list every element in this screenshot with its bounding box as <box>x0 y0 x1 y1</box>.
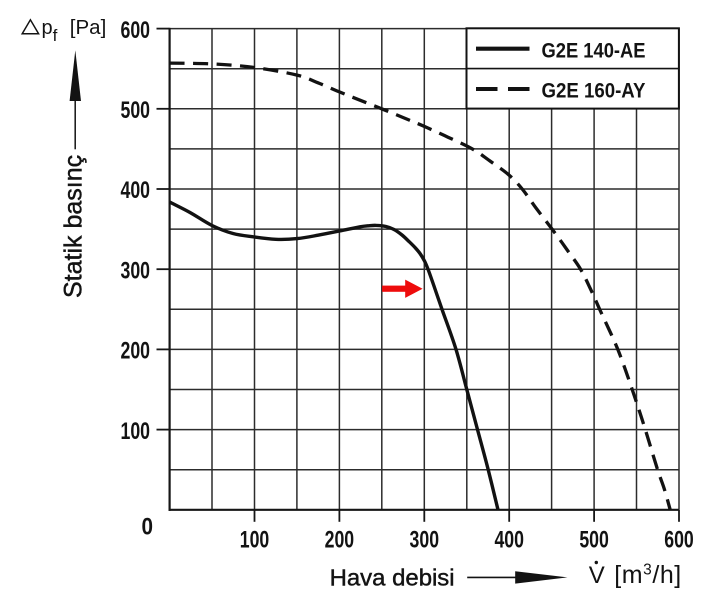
svg-text:Hava debisi: Hava debisi <box>330 565 455 591</box>
svg-text:[m3/h]: [m3/h] <box>614 561 682 589</box>
svg-text:200: 200 <box>325 526 355 553</box>
svg-text:400: 400 <box>121 177 151 204</box>
svg-text:600: 600 <box>664 526 694 553</box>
svg-text:G2E 140-AE: G2E 140-AE <box>542 39 646 62</box>
svg-text:500: 500 <box>121 97 151 124</box>
svg-text:500: 500 <box>579 526 609 553</box>
svg-text:pf[Pa]: pf [Pa] <box>42 16 107 45</box>
svg-text:400: 400 <box>494 526 524 553</box>
svg-text:100: 100 <box>121 418 151 445</box>
svg-text:0: 0 <box>142 514 154 541</box>
svg-text:300: 300 <box>410 526 440 553</box>
svg-text:G2E 160-AY: G2E 160-AY <box>542 80 646 103</box>
svg-text:600: 600 <box>121 17 151 44</box>
svg-text:200: 200 <box>121 338 151 365</box>
svg-text:V: V <box>589 562 605 589</box>
svg-text:100: 100 <box>240 526 270 553</box>
svg-text:300: 300 <box>121 258 151 285</box>
svg-text:Statik basınç: Statik basınç <box>60 155 88 298</box>
